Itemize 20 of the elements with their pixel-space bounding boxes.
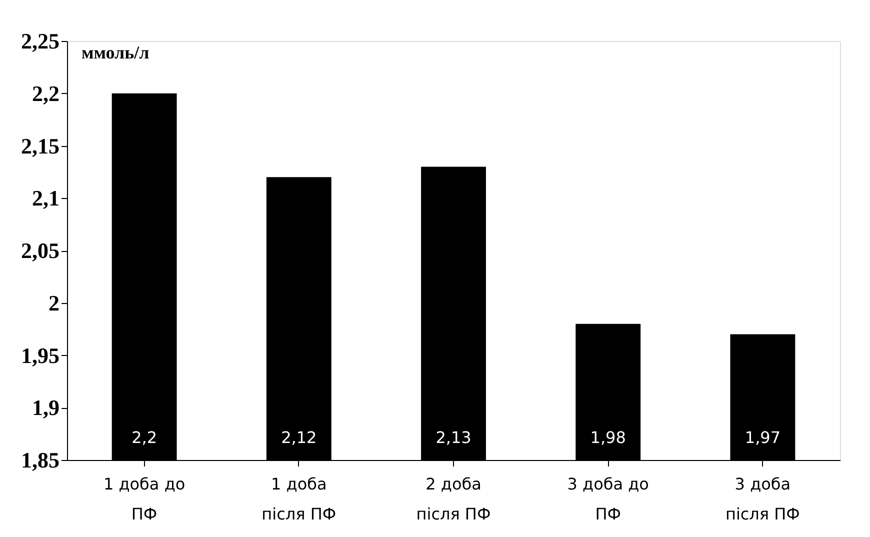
x-tick-label: 3 доба до ПФ [567, 474, 649, 524]
y-tick-label: 2 [48, 290, 60, 316]
y-tick-label: 2,05 [21, 238, 60, 263]
x-tick-label: 2 доба після ПФ [416, 474, 491, 524]
y-tick-label: 1,9 [32, 395, 60, 420]
x-tick-label: 1 доба після ПФ [262, 474, 336, 524]
y-tick-label: 2,25 [21, 28, 60, 54]
y-tick-label: 1,85 [21, 448, 60, 472]
y-tick-label: 2,15 [21, 133, 60, 158]
y-tick-label: 1,95 [21, 342, 60, 368]
x-tick-label: 1 доба до ПФ [103, 474, 186, 524]
x-tick-label: 3 доба після ПФ [725, 474, 800, 524]
data-label: 2,12 [281, 428, 317, 447]
y-axis-title: ммоль/л [82, 42, 150, 62]
data-label: 2,2 [132, 428, 158, 447]
y-tick-label: 2,1 [32, 186, 60, 211]
data-label: 2,13 [436, 428, 472, 447]
y-tick-label: 2,2 [32, 80, 60, 106]
data-label: 1,98 [590, 428, 626, 447]
data-label: 1,97 [744, 428, 781, 447]
